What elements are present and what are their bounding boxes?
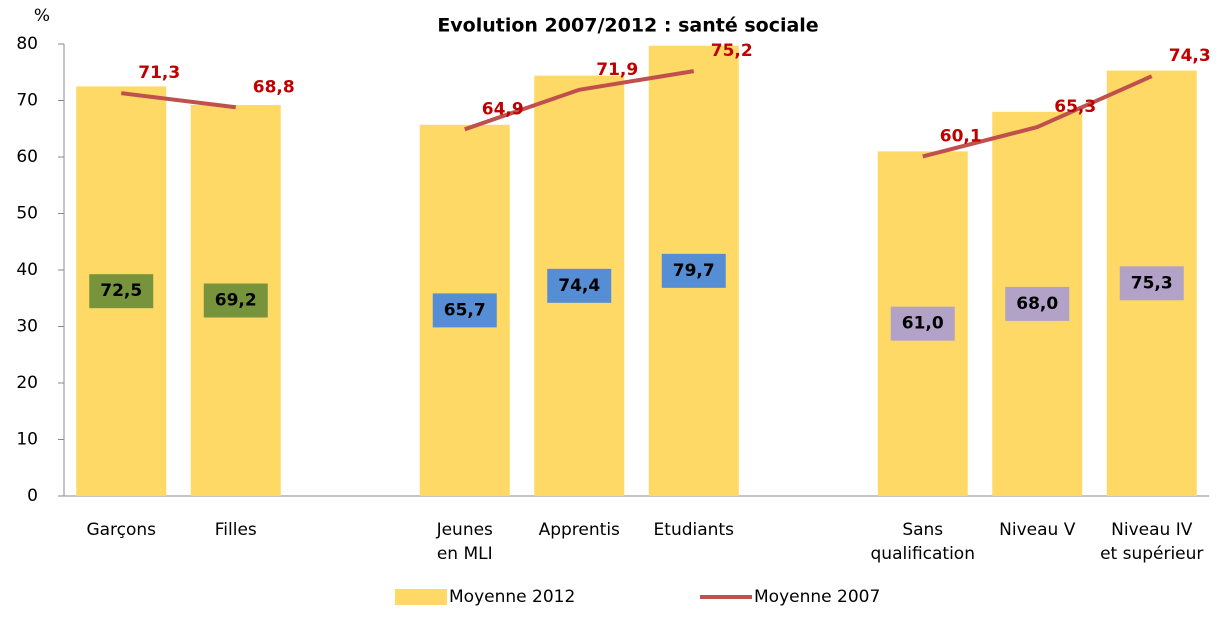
data-label: 79,7 xyxy=(673,261,715,281)
data-label: 72,5 xyxy=(100,281,142,301)
y-axis-label: % xyxy=(34,6,50,26)
label-box xyxy=(661,253,726,288)
y-tick-label: 0 xyxy=(27,486,38,506)
data-label: 74,4 xyxy=(558,276,600,296)
y-tick-label: 60 xyxy=(16,147,38,167)
legend-label: Moyenne 2007 xyxy=(754,587,880,607)
data-label: 75,2 xyxy=(711,41,753,61)
data-label: 69,2 xyxy=(215,291,257,311)
label-box xyxy=(547,268,612,303)
x-tick-label: Garçons xyxy=(86,520,156,540)
legend-label: Moyenne 2012 xyxy=(449,587,575,607)
label-box xyxy=(89,274,154,309)
line xyxy=(121,91,236,110)
data-label: 68,8 xyxy=(253,77,295,97)
label-box xyxy=(203,283,268,318)
x-tick-label: Niveau IV et supérieur xyxy=(1100,520,1203,564)
legend-swatch xyxy=(395,589,447,605)
line xyxy=(922,74,1153,159)
label-box xyxy=(890,306,955,341)
x-tick-label: Jeunes en MLI xyxy=(436,520,493,564)
data-label: 64,9 xyxy=(482,99,524,119)
data-label: 68,0 xyxy=(1016,294,1058,314)
chart-title: Evolution 2007/2012 : santé sociale xyxy=(437,15,818,37)
data-label: 60,1 xyxy=(940,126,982,146)
data-label: 74,3 xyxy=(1169,46,1211,66)
label-box xyxy=(432,293,497,328)
line xyxy=(464,69,695,132)
data-label: 71,9 xyxy=(596,60,638,80)
x-tick-label: Niveau V xyxy=(999,520,1076,540)
data-label: 65,3 xyxy=(1054,97,1096,117)
data-label: 65,7 xyxy=(444,300,486,320)
data-label: 71,3 xyxy=(138,63,180,83)
label-box xyxy=(1005,286,1070,321)
data-label: 75,3 xyxy=(1131,273,1173,293)
label-box xyxy=(1119,266,1184,301)
x-tick-label: Sans qualification xyxy=(871,520,975,564)
y-tick-label: 20 xyxy=(16,373,38,393)
y-tick-label: 70 xyxy=(16,91,38,111)
y-tick-label: 40 xyxy=(16,260,38,280)
x-tick-label: Etudiants xyxy=(654,520,735,540)
y-tick-label: 30 xyxy=(16,317,38,337)
data-label: 61,0 xyxy=(902,314,944,334)
x-tick-label: Filles xyxy=(215,520,257,540)
y-tick-label: 10 xyxy=(16,430,38,450)
y-tick-label: 50 xyxy=(16,204,38,224)
y-tick-label: 80 xyxy=(16,34,38,54)
x-tick-label: Apprentis xyxy=(539,520,620,540)
